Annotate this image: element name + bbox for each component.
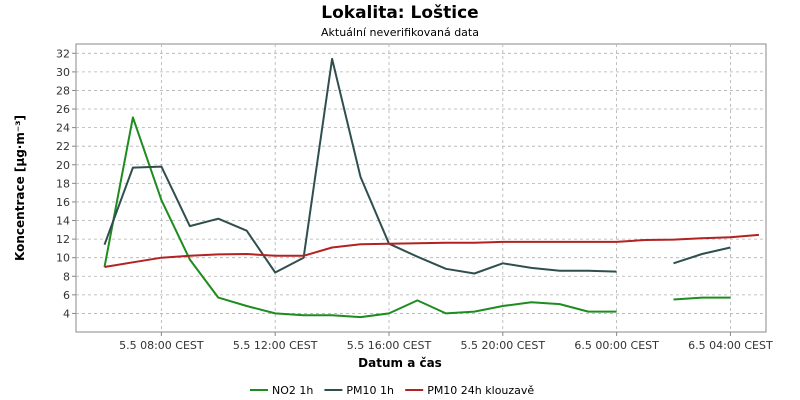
series-line — [104, 233, 759, 268]
y-tick-label: 10 — [56, 252, 70, 265]
x-axis-title: Datum a čas — [358, 356, 442, 370]
y-tick-label: 32 — [56, 47, 70, 60]
series-line — [673, 296, 731, 301]
legend: NO2 1h PM10 1h PM10 24h klouzavě — [250, 384, 534, 397]
legend-label: PM10 1h — [346, 384, 394, 397]
x-tick-label: 5.5 20:00 CEST — [461, 339, 546, 352]
series-layer — [103, 57, 759, 319]
x-tick-label: 6.5 00:00 CEST — [574, 339, 659, 352]
y-axis-title: Koncentrace [µg·m⁻³] — [13, 115, 27, 261]
y-tick-label: 30 — [56, 66, 70, 79]
series-2 — [104, 233, 759, 268]
legend-item: NO2 1h — [250, 384, 313, 397]
plot-area — [75, 43, 767, 333]
grid-layer — [76, 44, 766, 332]
y-tick-label: 14 — [56, 215, 70, 228]
y-tick-label: 28 — [56, 84, 70, 97]
x-tick-label: 5.5 16:00 CEST — [347, 339, 432, 352]
legend-label: NO2 1h — [272, 384, 313, 397]
x-tick-label: 6.5 04:00 CEST — [688, 339, 773, 352]
y-tick-label: 8 — [63, 270, 70, 283]
y-tick-label: 22 — [56, 140, 70, 153]
legend-item: PM10 1h — [324, 384, 394, 397]
x-tick-label: 5.5 12:00 CEST — [233, 339, 318, 352]
series-line — [103, 57, 617, 275]
y-tick-label: 4 — [63, 307, 70, 320]
series-0 — [103, 116, 731, 319]
x-axis: 5.5 08:00 CEST 5.5 12:00 CEST 5.5 16:00 CE… — [119, 332, 773, 352]
y-tick-label: 6 — [63, 289, 70, 302]
y-axis: 4 6 8 10 12 14 16 18 20 22 24 26 28 30 32 — [56, 47, 76, 320]
y-tick-label: 26 — [56, 103, 70, 116]
y-tick-label: 18 — [56, 177, 70, 190]
series-line — [103, 116, 617, 319]
y-tick-label: 12 — [56, 233, 70, 246]
legend-item: PM10 24h klouzavě — [405, 384, 534, 397]
y-tick-label: 16 — [56, 196, 70, 209]
legend-label: PM10 24h klouzavě — [427, 384, 534, 397]
x-tick-label: 5.5 08:00 CEST — [119, 339, 204, 352]
chart-subtitle: Aktuální neverifikovaná data — [321, 26, 479, 39]
y-tick-label: 20 — [56, 159, 70, 172]
chart-title: Lokalita: Loštice — [321, 3, 478, 23]
y-tick-label: 24 — [56, 122, 70, 135]
series-1 — [103, 57, 731, 275]
series-line — [673, 246, 731, 265]
